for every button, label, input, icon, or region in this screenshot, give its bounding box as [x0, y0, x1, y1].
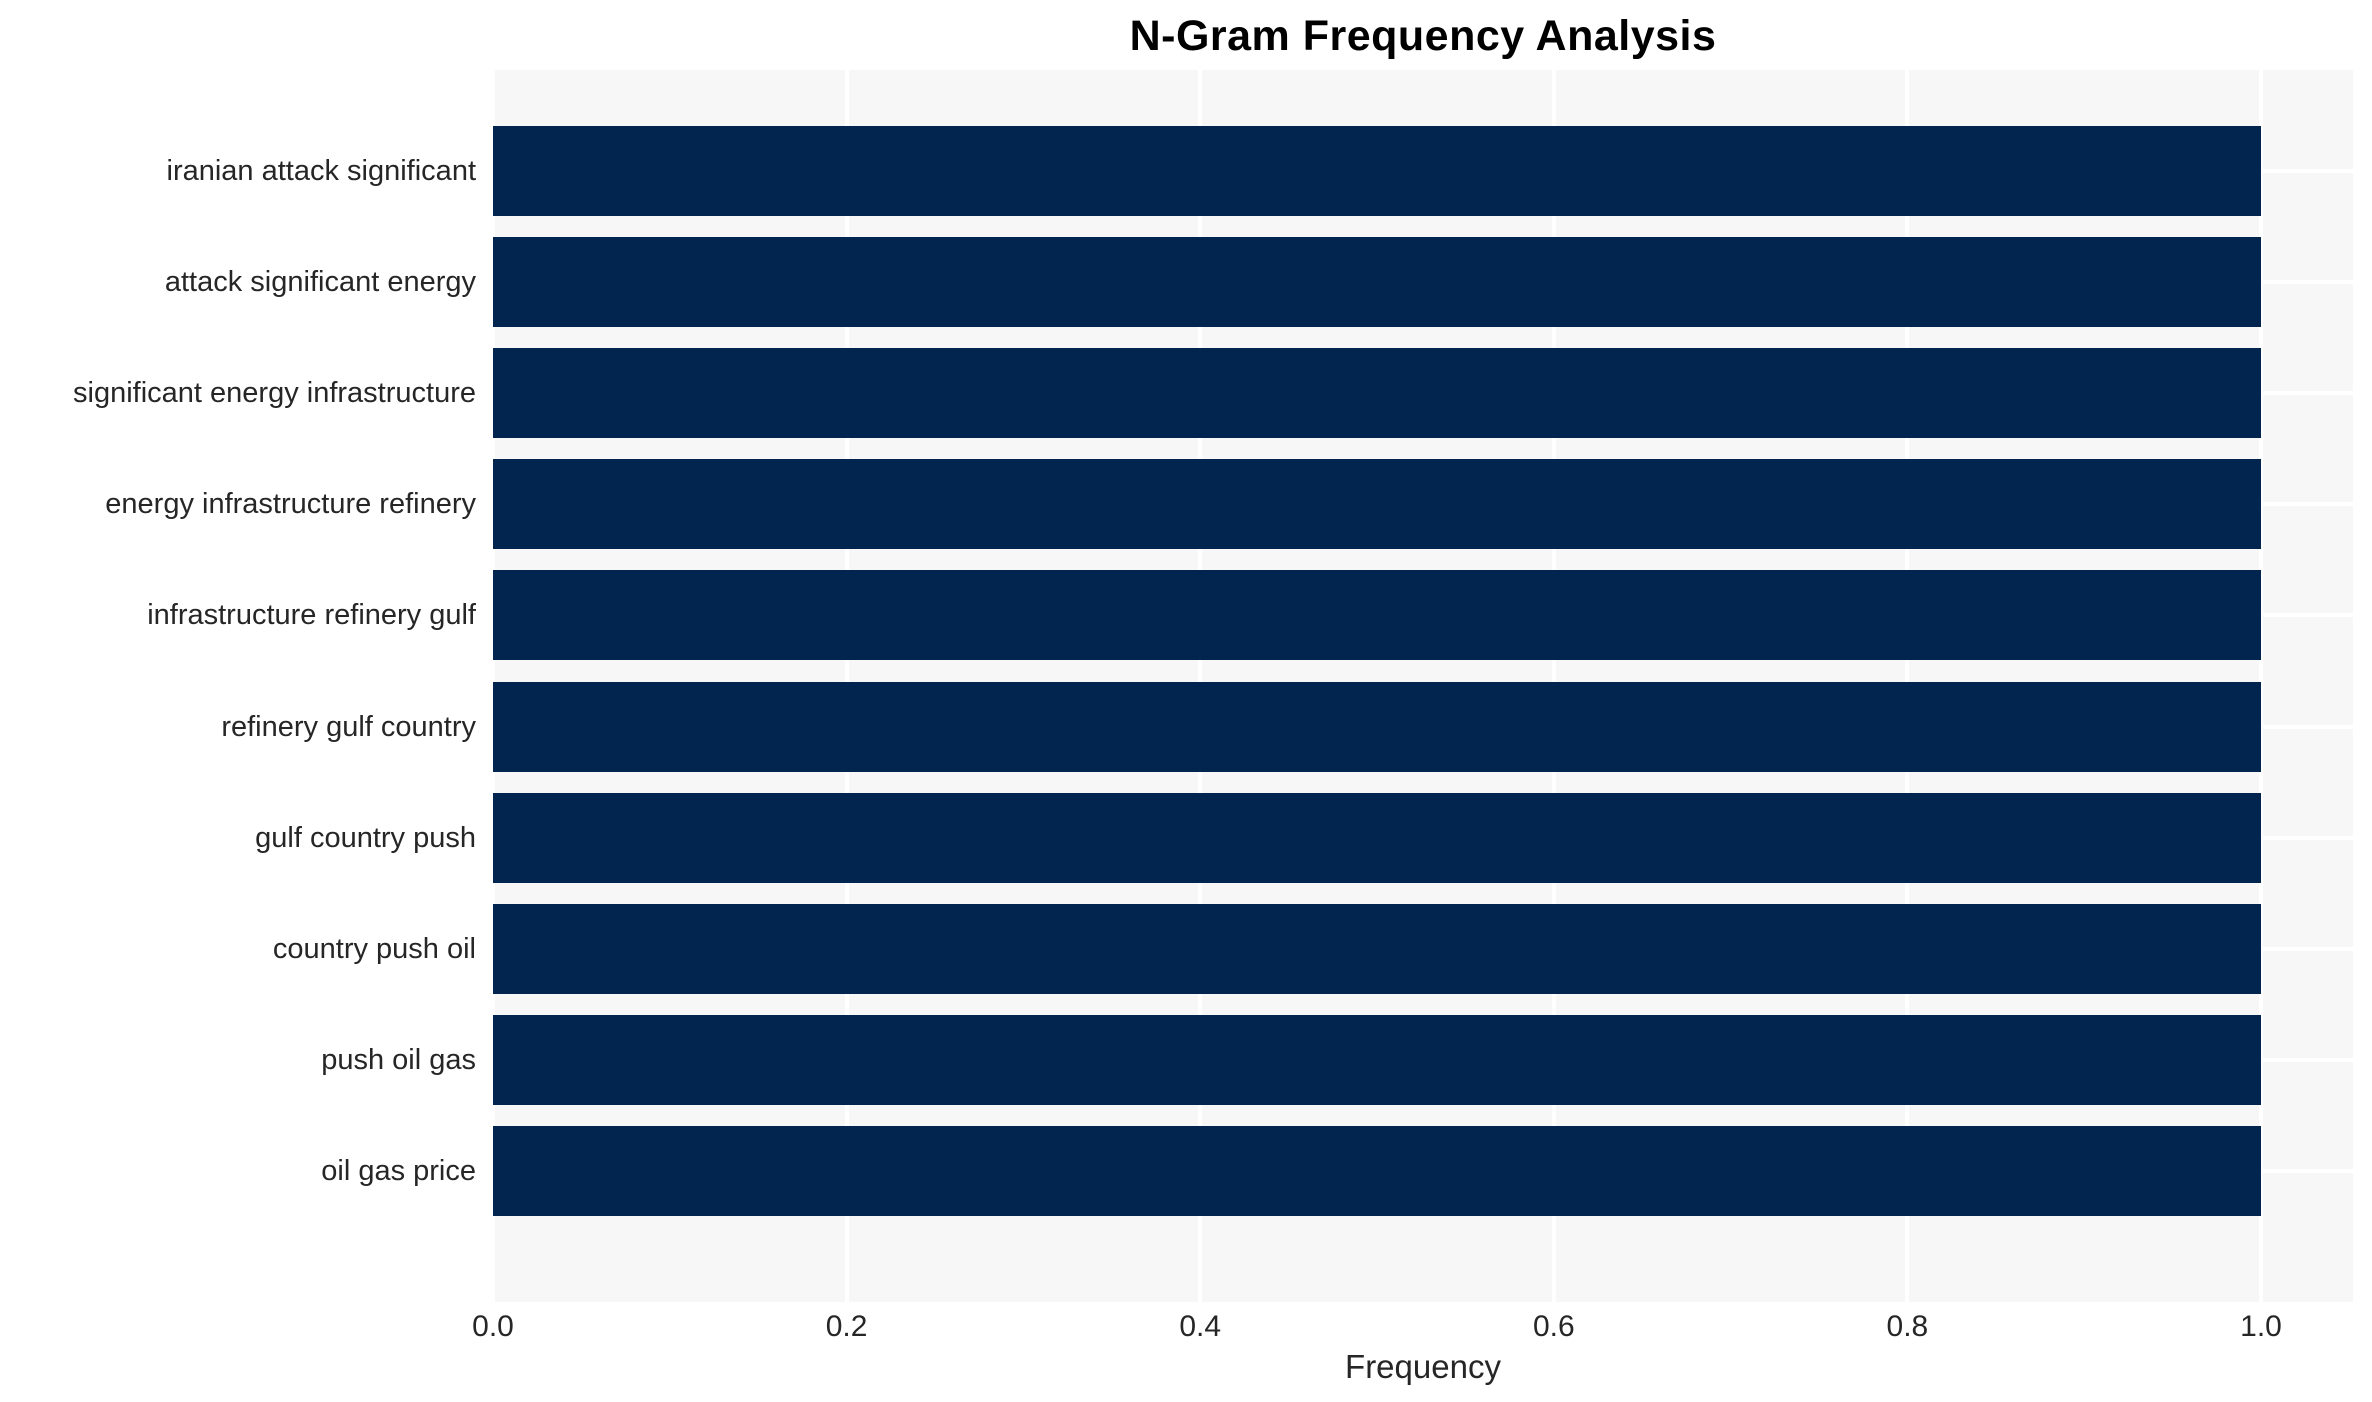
bar-country-push-oil: [493, 903, 2261, 994]
x-tick-label: 0.4: [1179, 1310, 1222, 1343]
y-axis-label: country push oil: [272, 932, 476, 965]
chart-title: N-Gram Frequency Analysis: [1129, 12, 1717, 60]
y-axis-label: iranian attack significant: [166, 155, 477, 187]
y-axis-label: significant energy infrastructure: [73, 377, 476, 410]
gridline-vertical: [2259, 70, 2263, 1302]
y-axis-label: gulf country push: [255, 821, 476, 854]
y-axis-label: push oil gas: [321, 1043, 476, 1076]
y-axis-label: attack significant energy: [164, 266, 476, 299]
bar-attack-significant-energy: [493, 237, 2261, 328]
y-axis-label: energy infrastructure refinery: [105, 488, 476, 521]
x-tick-label: 0.8: [1886, 1310, 1929, 1343]
bar-infrastructure-refinery-gulf: [493, 570, 2261, 661]
x-tick-label: 0.0: [472, 1310, 514, 1343]
y-axis-labels: iranian attack significant attack signifi…: [0, 70, 484, 1302]
x-axis-title: Frequency: [1345, 1348, 1501, 1385]
y-axis-label: infrastructure refinery gulf: [147, 599, 476, 632]
plot-area: [493, 70, 2353, 1302]
bar-energy-infrastructure-refinery: [493, 459, 2261, 550]
x-tick-label: 0.2: [825, 1310, 868, 1343]
bar-gulf-country-push: [493, 792, 2261, 883]
y-axis-label: refinery gulf country: [221, 710, 476, 743]
bar-oil-gas-price: [493, 1125, 2261, 1216]
bar-push-oil-gas: [493, 1014, 2261, 1105]
x-tick-label: 1.0: [2240, 1310, 2282, 1343]
x-tick-label: 0.6: [1532, 1310, 1575, 1343]
bar-iranian-attack-significant: [493, 126, 2261, 216]
bar-significant-energy-infrastructure: [493, 348, 2261, 439]
bar-refinery-gulf-country: [493, 681, 2261, 772]
y-axis-label: oil gas price: [321, 1154, 476, 1187]
